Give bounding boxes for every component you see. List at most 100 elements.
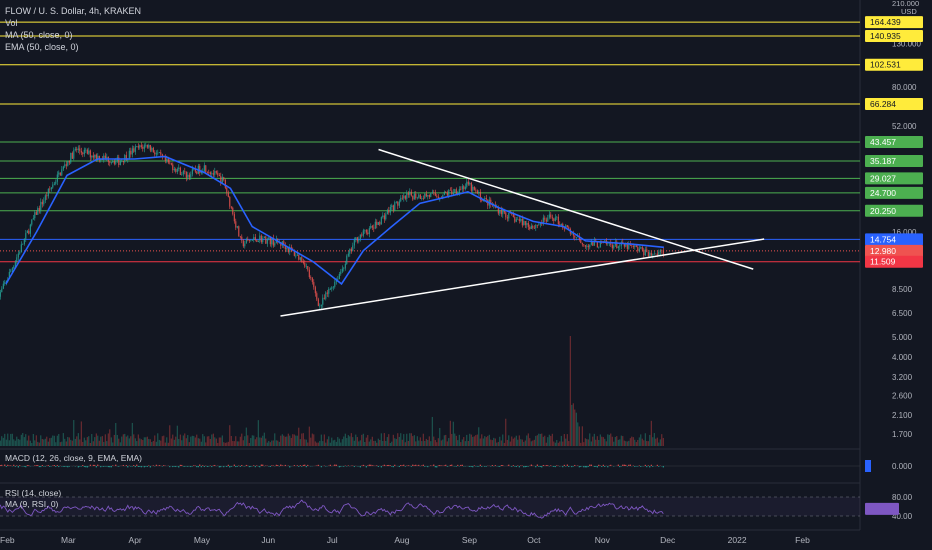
volume-bar [80, 421, 82, 446]
candle-body [97, 155, 99, 160]
volume-bar [566, 434, 568, 446]
macd-histogram-bar [455, 466, 457, 467]
volume-bar [161, 436, 163, 446]
candle-body [565, 225, 567, 229]
candle-body [178, 167, 180, 169]
candle-body [181, 174, 183, 175]
candle-body [208, 172, 210, 173]
macd-histogram-bar [133, 465, 135, 466]
volume-bar [599, 434, 601, 446]
macd-histogram-bar [17, 466, 19, 468]
volume-bar [530, 441, 532, 446]
macd-histogram-bar [275, 464, 277, 466]
volume-bar [601, 436, 603, 446]
volume-bar [299, 439, 301, 446]
volume-label[interactable]: Vol [5, 18, 18, 28]
volume-bar [620, 435, 622, 446]
rsi-legend[interactable]: RSI (14, close) [5, 488, 62, 498]
candle-body [503, 210, 505, 213]
macd-histogram-bar [220, 466, 222, 468]
candle-body [380, 217, 382, 225]
candle-body [74, 148, 76, 151]
macd-histogram-bar [451, 464, 453, 466]
ema-label[interactable]: EMA (50, close, 0) [5, 42, 79, 52]
volume-bar [385, 440, 387, 446]
candle-body [566, 225, 568, 228]
macd-histogram-bar [271, 465, 273, 466]
symbol-title[interactable]: FLOW / U. S. Dollar, 4h, KRAKEN [5, 6, 142, 16]
macd-histogram-bar [289, 466, 291, 468]
candle-body [589, 244, 591, 248]
volume-bar [35, 435, 37, 446]
candle-body [383, 215, 385, 220]
volume-bar [196, 434, 198, 446]
volume-bar [430, 441, 432, 446]
candle-body [479, 191, 481, 200]
volume-bar [322, 441, 324, 446]
candle-body [104, 155, 106, 159]
rsi-line [0, 499, 664, 519]
macd-histogram-bar [146, 466, 148, 467]
macd-histogram-bar [394, 464, 396, 466]
volume-bar [485, 437, 487, 446]
macd-histogram-bar [412, 464, 414, 466]
volume-bar [556, 440, 558, 446]
macd-histogram-bar [460, 464, 462, 466]
candle-body [568, 227, 570, 229]
candle-body [188, 174, 190, 178]
volume-bar [238, 441, 240, 446]
candle-body [584, 245, 586, 247]
candle-body [428, 195, 430, 197]
ma-label[interactable]: MA (50, close, 0) [5, 30, 73, 40]
volume-bar [146, 436, 148, 446]
volume-bar [257, 420, 259, 446]
rsi-ma-legend[interactable]: MA (9, RSI, 0) [5, 499, 59, 509]
macd-histogram-bar [56, 465, 58, 466]
yellow-level-tag: 102.531 [870, 60, 901, 70]
macd-histogram-bar [580, 466, 582, 467]
candle-body [662, 250, 664, 255]
macd-histogram-bar [236, 466, 238, 467]
candle-body [616, 241, 618, 249]
macd-histogram-bar [404, 466, 406, 467]
macd-histogram-bar [461, 464, 463, 466]
volume-bar [452, 421, 454, 446]
volume-bar [4, 433, 6, 446]
macd-histogram-bar [82, 465, 84, 466]
candle-body [347, 253, 349, 256]
volume-bar [178, 438, 180, 446]
volume-bar [272, 440, 274, 446]
candle-body [343, 268, 345, 270]
candle-body [289, 247, 291, 253]
macd-histogram-bar [610, 464, 612, 466]
volume-bar [116, 434, 118, 446]
macd-histogram-bar [77, 466, 79, 468]
yellow-level-tag-bg [865, 58, 923, 71]
volume-bar [142, 440, 144, 446]
volume-bar [163, 435, 165, 446]
macd-histogram-bar [517, 465, 519, 466]
macd-histogram-bar [400, 464, 402, 466]
candle-body [214, 171, 216, 175]
candle-body [307, 266, 309, 270]
candle-body [544, 217, 546, 220]
volume-bar [208, 436, 210, 446]
volume-bar [332, 440, 334, 446]
volume-bar [173, 439, 175, 446]
candle-body [580, 239, 582, 244]
macd-legend[interactable]: MACD (12, 26, close, 9, EMA, EMA) [5, 453, 142, 463]
volume-bar [377, 438, 379, 446]
volume-bar [433, 436, 435, 446]
candle-body [466, 181, 468, 187]
volume-bar [635, 442, 637, 446]
price-tick-label: 8.500 [892, 285, 913, 294]
candle-body [451, 190, 453, 195]
macd-histogram-bar [619, 466, 621, 468]
macd-histogram-bar [296, 465, 298, 466]
macd-histogram-bar [55, 466, 57, 467]
candle-body [206, 172, 208, 173]
volume-bar [424, 440, 426, 446]
macd-histogram-bar [140, 466, 142, 468]
candle-body [346, 255, 348, 264]
